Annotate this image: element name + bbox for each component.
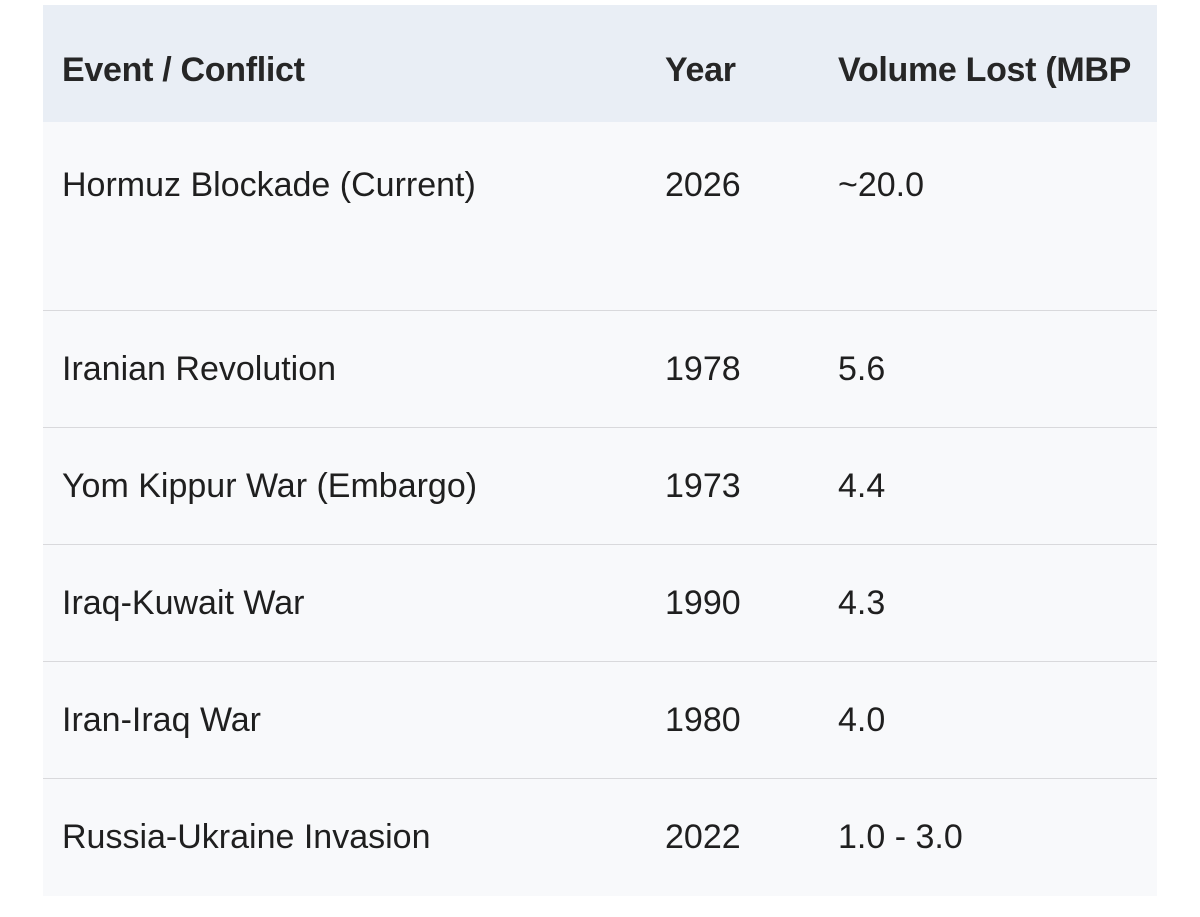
table-cell: 1990: [665, 584, 741, 622]
table-cell: Yom Kippur War (Embargo): [62, 467, 478, 505]
table-cell: 1978: [665, 350, 741, 388]
table-cell: 1980: [665, 701, 741, 739]
table-cell: Iraq-Kuwait War: [62, 584, 305, 622]
table-cell: Event / Conflict: [62, 51, 305, 89]
table-cell: Volume Lost (MBP: [838, 51, 1132, 89]
table-cell: 4.4: [838, 467, 886, 505]
table-cell: 1.0 - 3.0: [838, 818, 963, 856]
table-cell: Iran-Iraq War: [62, 701, 262, 739]
table-cell: 4.3: [838, 584, 886, 622]
table-row: Iranian Revolution 1978 5.6: [43, 311, 1157, 428]
table-cell: 2022: [665, 818, 741, 856]
data-table: Event / Conflict Year Volume Lost (MBP Horm…: [43, 5, 1157, 896]
table-cell: 2026: [665, 166, 741, 204]
table-cell: Year: [665, 51, 736, 89]
table-cell: ~20.0: [838, 166, 925, 204]
table-cell: 5.6: [838, 350, 886, 388]
table-row: Yom Kippur War (Embargo) 1973 4.4: [43, 428, 1157, 545]
table-row: Hormuz Blockade (Current) 2026 ~20.0: [43, 122, 1157, 311]
table-cell: 4.0: [838, 701, 886, 739]
table-cell: 1973: [665, 467, 741, 505]
table-row: Iran-Iraq War 1980 4.0: [43, 662, 1157, 779]
table-row: Russia-Ukraine Invasion 2022 1.0 - 3.0: [43, 779, 1157, 896]
table-cell: Iranian Revolution: [62, 350, 337, 388]
table-header: Event / Conflict Year Volume Lost (MBP: [43, 5, 1157, 122]
table-cell: Russia-Ukraine Invasion: [62, 818, 431, 856]
table-cell: Hormuz Blockade (Current): [62, 166, 476, 204]
table-row: Iraq-Kuwait War 1990 4.3: [43, 545, 1157, 662]
